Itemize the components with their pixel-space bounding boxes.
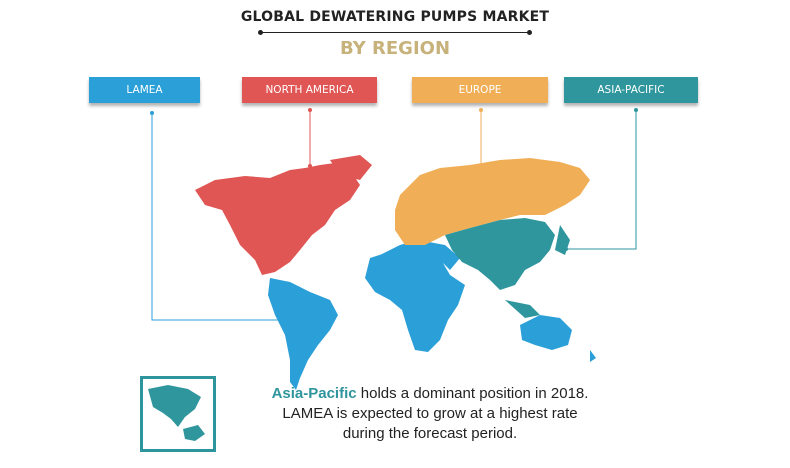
title-divider — [258, 30, 532, 35]
note-highlight: Asia-Pacific — [271, 385, 357, 402]
connector-asia-pacific — [566, 110, 637, 250]
connector-lamea — [151, 113, 296, 321]
label-north-america: NORTH AMERICA — [242, 77, 377, 103]
south-america-shape — [268, 278, 338, 390]
australia-shape — [520, 315, 596, 362]
note-line1: holds a dominant position in 2018. — [356, 385, 589, 402]
asia-pacific-shape — [445, 218, 570, 318]
africa-shape — [365, 240, 465, 352]
asia-pacific-thumbnail — [140, 376, 216, 452]
note-line2: LAMEA is expected to grow at a highest r… — [282, 405, 578, 422]
summary-note: Asia-Pacific holds a dominant position i… — [230, 384, 630, 444]
label-europe: EUROPE — [412, 77, 548, 103]
europe-russia-shape — [395, 158, 590, 245]
label-asia-pacific: ASIA-PACIFIC — [564, 77, 698, 103]
asia-pacific-map-icon — [148, 385, 205, 441]
label-lamea: LAMEA — [89, 77, 200, 103]
note-line3: during the forecast period. — [342, 425, 518, 442]
north-america-shape — [195, 155, 372, 275]
subtitle: BY REGION — [339, 38, 451, 59]
title: GLOBAL DEWATERING PUMPS MARKET — [240, 9, 550, 25]
